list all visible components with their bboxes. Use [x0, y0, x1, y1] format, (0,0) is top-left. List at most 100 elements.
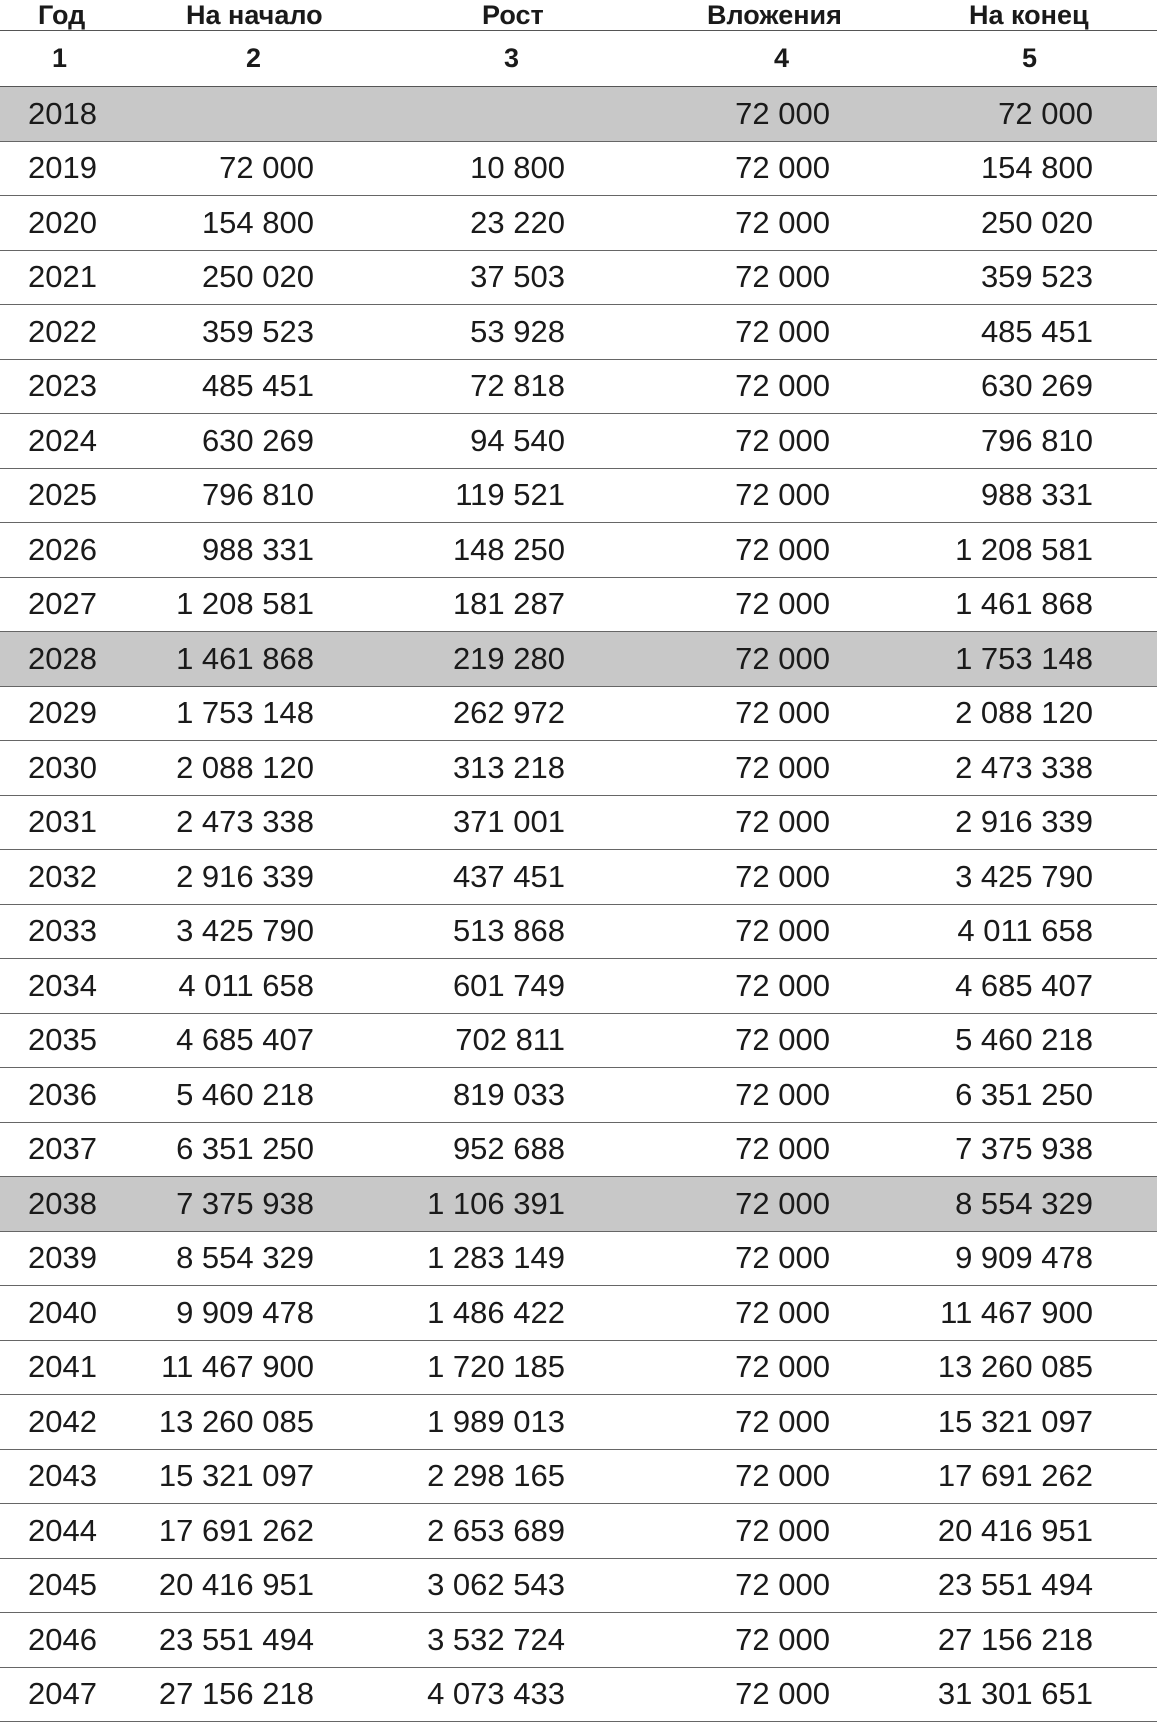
cell-investment: 72 000: [618, 468, 879, 523]
cell-year: 2019: [0, 141, 104, 196]
cell-growth: 72 818: [344, 359, 618, 414]
table-row: 2040 9 909 478 1 486 422 72 000 11 467 900: [0, 1285, 1157, 1341]
cell-investment: 72 000: [618, 413, 879, 469]
table-row: 2028 1 461 868 219 280 72 000 1 753 148: [0, 631, 1157, 687]
cell-end: 3 425 790: [879, 849, 1157, 905]
cell-year: 2021: [0, 250, 104, 305]
cell-end: 4 011 658: [879, 904, 1157, 959]
cell-end: 630 269: [879, 359, 1157, 414]
cell-growth: 1 283 149: [344, 1231, 618, 1286]
table-row: 2027 1 208 581 181 287 72 000 1 461 868: [0, 577, 1157, 632]
cell-end: 2 473 338: [879, 740, 1157, 796]
cell-year: 2039: [0, 1231, 104, 1286]
table-row: 2043 15 321 097 2 298 165 72 000 17 691 262: [0, 1449, 1157, 1504]
cell-investment: 72 000: [618, 849, 879, 905]
cell-growth: 2 653 689: [344, 1503, 618, 1559]
cell-investment: 72 000: [618, 1067, 879, 1123]
table-row: 2036 5 460 218 819 033 72 000 6 351 250: [0, 1067, 1157, 1123]
cell-end: 1 753 148: [879, 631, 1157, 687]
table-row: 2034 4 011 658 601 749 72 000 4 685 407: [0, 958, 1157, 1014]
cell-growth: 3 062 543: [344, 1558, 618, 1613]
table-row: 2041 11 467 900 1 720 185 72 000 13 260 085: [0, 1340, 1157, 1395]
cell-growth: 94 540: [344, 413, 618, 469]
cell-start: 72 000: [104, 141, 344, 196]
cell-investment: 72 000: [618, 141, 879, 196]
cell-growth: 952 688: [344, 1122, 618, 1177]
cell-growth: 219 280: [344, 631, 618, 687]
cell-end: 359 523: [879, 250, 1157, 305]
cell-start: 7 375 938: [104, 1176, 344, 1232]
table-row: 2024 630 269 94 540 72 000 796 810: [0, 413, 1157, 469]
cell-investment: 72 000: [618, 304, 879, 360]
table-row: 2031 2 473 338 371 001 72 000 2 916 339: [0, 795, 1157, 850]
table-row: 2030 2 088 120 313 218 72 000 2 473 338: [0, 740, 1157, 796]
cell-growth: 4 073 433: [344, 1667, 618, 1722]
cell-investment: 72 000: [618, 1340, 879, 1395]
table-row: 2022 359 523 53 928 72 000 485 451: [0, 304, 1157, 360]
cell-year: 2042: [0, 1394, 104, 1450]
cell-end: 7 375 938: [879, 1122, 1157, 1177]
cell-investment: 72 000: [618, 522, 879, 578]
cell-end: 9 909 478: [879, 1231, 1157, 1286]
cell-start: 20 416 951: [104, 1558, 344, 1613]
cell-investment: 72 000: [618, 1176, 879, 1232]
cell-year: 2041: [0, 1340, 104, 1395]
cell-start: 11 467 900: [104, 1340, 344, 1395]
cell-start: 250 020: [104, 250, 344, 305]
cell-investment: 72 000: [618, 1558, 879, 1613]
table-row: 2023 485 451 72 818 72 000 630 269: [0, 359, 1157, 414]
table-row: 2026 988 331 148 250 72 000 1 208 581: [0, 522, 1157, 578]
table-row: 2029 1 753 148 262 972 72 000 2 088 120: [0, 686, 1157, 741]
table-row: 2019 72 000 10 800 72 000 154 800: [0, 141, 1157, 196]
cell-end: 796 810: [879, 413, 1157, 469]
cell-investment: 72 000: [618, 631, 879, 687]
cell-year: 2027: [0, 577, 104, 632]
cell-year: 2046: [0, 1612, 104, 1668]
cell-start: 485 451: [104, 359, 344, 414]
cell-start: 2 088 120: [104, 740, 344, 796]
cell-end: 2 916 339: [879, 795, 1157, 850]
cell-growth: 1 486 422: [344, 1285, 618, 1341]
cell-end: 5 460 218: [879, 1013, 1157, 1068]
cell-start: 1 208 581: [104, 577, 344, 632]
cell-start: 1 461 868: [104, 631, 344, 687]
cell-end: 2 088 120: [879, 686, 1157, 741]
cell-year: 2043: [0, 1449, 104, 1504]
cell-growth: [344, 86, 618, 142]
cell-end: 250 020: [879, 195, 1157, 251]
cell-year: 2038: [0, 1176, 104, 1232]
cell-start: 2 916 339: [104, 849, 344, 905]
cell-growth: 437 451: [344, 849, 618, 905]
cell-start: 8 554 329: [104, 1231, 344, 1286]
cell-start: 6 351 250: [104, 1122, 344, 1177]
cell-year: 2034: [0, 958, 104, 1014]
cell-start: 630 269: [104, 413, 344, 469]
cell-end: 1 208 581: [879, 522, 1157, 578]
cell-end: 15 321 097: [879, 1394, 1157, 1450]
cell-year: 2024: [0, 413, 104, 469]
cell-year: 2036: [0, 1067, 104, 1123]
cell-year: 2026: [0, 522, 104, 578]
cell-growth: 262 972: [344, 686, 618, 741]
cell-end: 20 416 951: [879, 1503, 1157, 1559]
cell-growth: 1 989 013: [344, 1394, 618, 1450]
table-row: 2020 154 800 23 220 72 000 250 020: [0, 195, 1157, 251]
cell-investment: 72 000: [618, 1013, 879, 1068]
column-number-row: 1 2 3 4 5: [0, 30, 1157, 87]
cell-investment: 72 000: [618, 359, 879, 414]
cell-start: 359 523: [104, 304, 344, 360]
cell-investment: 72 000: [618, 686, 879, 741]
table-header: Год На начало Рост Вложения На конец 1 2…: [0, 0, 1157, 87]
cell-end: 6 351 250: [879, 1067, 1157, 1123]
cell-end: 4 685 407: [879, 958, 1157, 1014]
cell-year: 2025: [0, 468, 104, 523]
cell-start: 796 810: [104, 468, 344, 523]
cell-growth: 53 928: [344, 304, 618, 360]
cell-year: 2030: [0, 740, 104, 796]
cell-investment: 72 000: [618, 958, 879, 1014]
cell-growth: 1 720 185: [344, 1340, 618, 1395]
cell-year: 2035: [0, 1013, 104, 1068]
cell-growth: 148 250: [344, 522, 618, 578]
cell-end: 11 467 900: [879, 1285, 1157, 1341]
cell-investment: 72 000: [618, 1612, 879, 1668]
